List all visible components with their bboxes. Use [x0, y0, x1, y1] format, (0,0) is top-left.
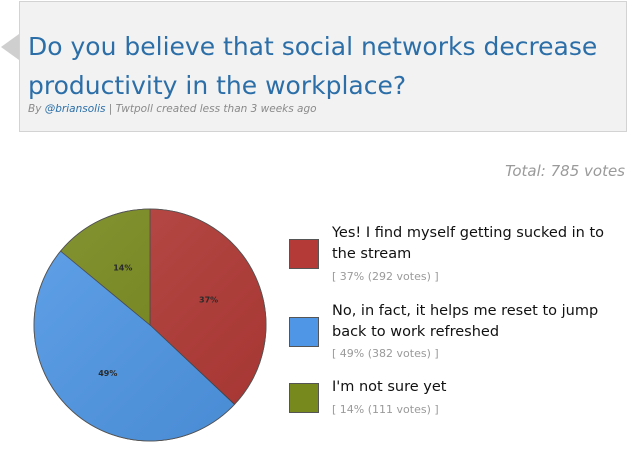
speech-pointer-icon — [1, 34, 19, 60]
legend-swatch-no — [289, 317, 319, 347]
pie-label-yes: 37% — [199, 296, 218, 305]
author-link[interactable]: @briansolis — [44, 103, 106, 115]
legend-label-no: No, in fact, it helps me reset to jump b… — [332, 303, 599, 340]
poll-byline: By @briansolis | Twtpoll created less th… — [28, 103, 317, 115]
legend-label-unsure: I'm not sure yet — [332, 379, 447, 395]
legend-swatch-yes — [289, 239, 319, 269]
byline-prefix: By — [28, 103, 45, 115]
byline-meta: | Twtpoll created less than 3 weeks ago — [105, 103, 317, 115]
legend-votes-unsure: [ 14% (111 votes) ] — [332, 403, 439, 416]
poll-question: Do you believe that social networks decr… — [28, 32, 598, 100]
legend-swatch-unsure — [289, 383, 319, 413]
total-votes: Total: 785 votes — [505, 162, 625, 180]
legend-votes-no: [ 49% (382 votes) ] — [332, 347, 439, 360]
pie-label-no: 49% — [98, 369, 117, 378]
pie-label-unsure: 14% — [113, 263, 132, 272]
legend-label-yes: Yes! I find myself getting sucked in to … — [332, 225, 605, 262]
legend-votes-yes: [ 37% (292 votes) ] — [332, 270, 439, 283]
pie-chart: 37% 49% 14% — [33, 208, 267, 442]
question-panel — [19, 1, 627, 132]
